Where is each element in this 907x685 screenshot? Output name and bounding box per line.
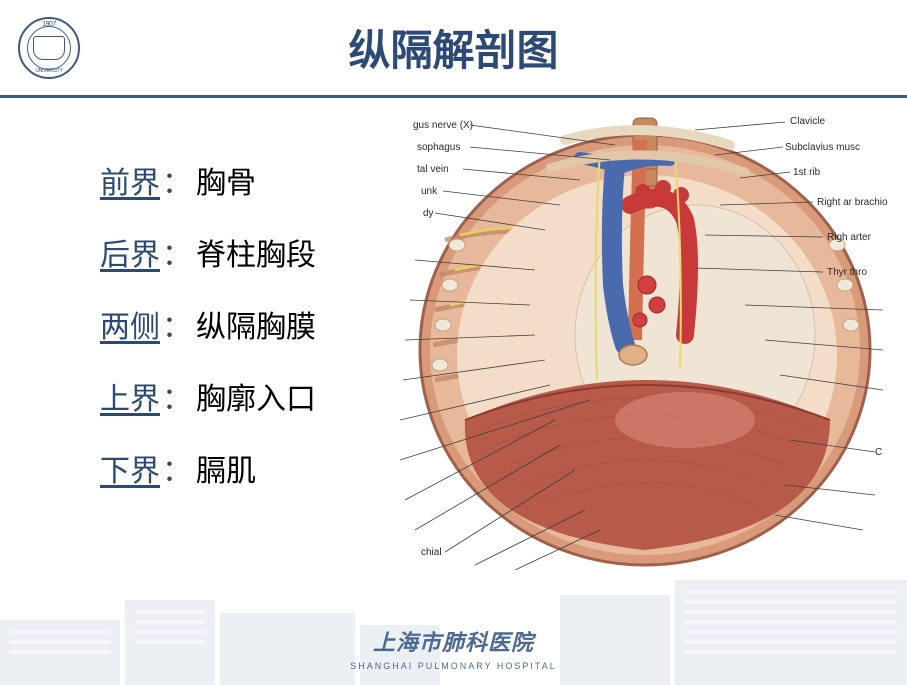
boundary-row: 上界：胸廓入口 bbox=[100, 374, 316, 418]
anatomy-illustration: gus nerve (X) sophagus tal vein unk dy chial C… bbox=[385, 110, 897, 570]
boundary-colon: ： bbox=[162, 374, 192, 418]
slide-header: 1907 UNIVERSITY 纵隔解剖图 bbox=[0, 0, 907, 98]
boundary-label: 下界 bbox=[100, 446, 160, 490]
svg-text:unk: unk bbox=[421, 186, 438, 197]
boundary-value: 胸骨 bbox=[196, 158, 256, 202]
footer-hospital-name-en: SHANGHAI PULMONARY HOSPITAL bbox=[350, 661, 557, 671]
slide-title: 纵隔解剖图 bbox=[80, 17, 907, 78]
svg-text:1st rib: 1st rib bbox=[793, 167, 821, 178]
boundary-row: 两侧：纵隔胸膜 bbox=[100, 302, 316, 346]
svg-text:Clavicle: Clavicle bbox=[790, 116, 825, 127]
boundary-row: 前界：胸骨 bbox=[100, 158, 316, 202]
boundary-label: 后界 bbox=[100, 230, 160, 274]
logo-university-text: UNIVERSITY bbox=[35, 68, 62, 74]
svg-text:Thyr thro: Thyr thro bbox=[827, 267, 867, 278]
boundary-value: 胸廓入口 bbox=[196, 374, 316, 418]
boundary-value: 脊柱胸段 bbox=[196, 230, 316, 274]
boundaries-list: 前界：胸骨后界：脊柱胸段两侧：纵隔胸膜上界：胸廓入口下界：膈肌 bbox=[100, 138, 316, 490]
logo-year: 1907 bbox=[42, 21, 56, 28]
svg-text:tal vein: tal vein bbox=[417, 164, 449, 175]
boundary-value: 膈肌 bbox=[196, 446, 256, 490]
boundary-colon: ： bbox=[162, 230, 192, 274]
footer-hospital-name: 上海市肺科医院 bbox=[373, 625, 534, 657]
boundary-colon: ： bbox=[162, 446, 192, 490]
boundary-colon: ： bbox=[162, 302, 192, 346]
svg-text:Righ arter: Righ arter bbox=[827, 232, 872, 243]
boundary-label: 两侧 bbox=[100, 302, 160, 346]
svg-text:dy: dy bbox=[423, 208, 434, 219]
svg-text:chial: chial bbox=[421, 547, 442, 558]
boundary-value: 纵隔胸膜 bbox=[196, 302, 316, 346]
boundary-label: 上界 bbox=[100, 374, 160, 418]
svg-text:C: C bbox=[875, 447, 882, 458]
boundary-colon: ： bbox=[162, 158, 192, 202]
boundary-row: 下界：膈肌 bbox=[100, 446, 316, 490]
svg-text:gus nerve (X): gus nerve (X) bbox=[413, 120, 473, 131]
boundary-row: 后界：脊柱胸段 bbox=[100, 230, 316, 274]
university-logo: 1907 UNIVERSITY bbox=[18, 17, 80, 79]
svg-text:Subclavius musc: Subclavius musc bbox=[785, 142, 860, 153]
boundary-label: 前界 bbox=[100, 158, 160, 202]
svg-text:Right ar brachio: Right ar brachio bbox=[817, 197, 888, 208]
svg-text:sophagus: sophagus bbox=[417, 142, 460, 153]
